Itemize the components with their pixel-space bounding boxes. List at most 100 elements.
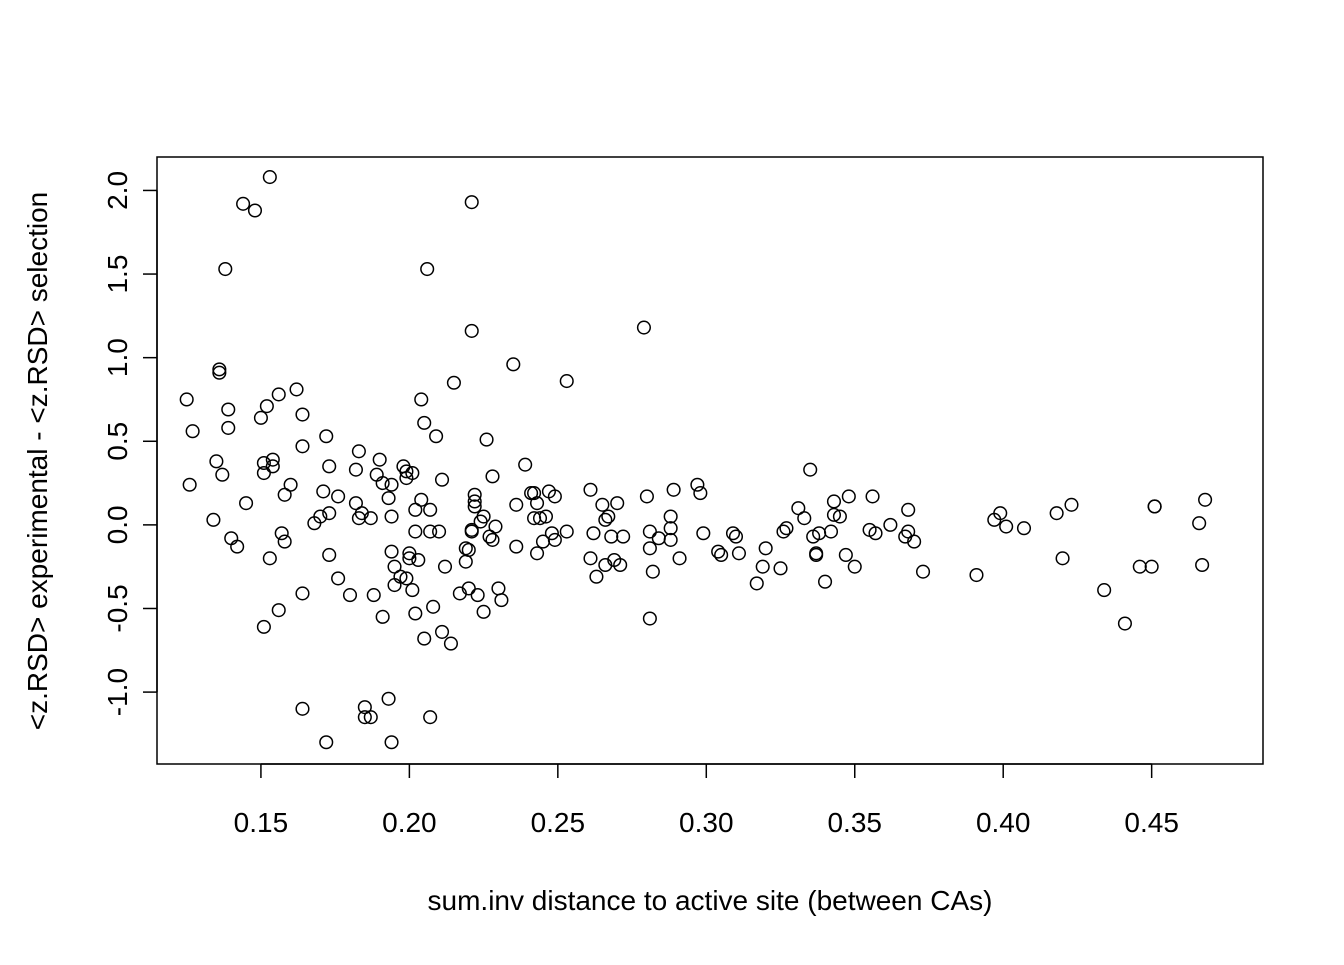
data-point [690, 477, 705, 492]
data-point [651, 531, 666, 546]
data-point [384, 477, 399, 492]
data-point [363, 710, 378, 725]
data-point [642, 541, 657, 556]
data-point [999, 519, 1014, 534]
data-point [1144, 559, 1159, 574]
data-point [485, 532, 500, 547]
data-point [1097, 583, 1112, 598]
data-point [610, 496, 625, 511]
data-point [259, 399, 274, 414]
data-point [185, 424, 200, 439]
data-points [179, 170, 1213, 750]
data-point [414, 492, 429, 507]
data-point [915, 564, 931, 579]
data-point [476, 604, 491, 619]
data-point [224, 531, 239, 546]
data-point [256, 465, 271, 481]
data-point [295, 407, 310, 422]
data-point [797, 511, 812, 526]
data-point [206, 512, 221, 527]
data-point [491, 581, 506, 596]
data-point [818, 574, 833, 589]
data-point [1195, 557, 1210, 573]
data-point [322, 506, 337, 521]
data-point [405, 583, 420, 598]
x-axis: 0.15 0.20 0.25 0.30 0.35 0.40 0.45 [234, 763, 1179, 838]
data-point [547, 532, 562, 547]
data-point [1117, 616, 1132, 631]
data-point [402, 551, 417, 566]
data-point [274, 526, 289, 541]
data-point [262, 551, 277, 566]
data-point [423, 502, 438, 517]
x-tick-label: 0.20 [382, 807, 437, 838]
data-point [384, 735, 399, 750]
data-point [253, 410, 268, 425]
data-point [758, 541, 773, 556]
data-point [506, 357, 521, 372]
data-point [731, 546, 746, 561]
data-point [826, 494, 842, 509]
data-point [583, 482, 598, 497]
data-point [642, 611, 657, 626]
data-point [384, 509, 399, 524]
data-point [809, 546, 824, 561]
data-point [616, 529, 631, 544]
data-point [215, 467, 230, 482]
data-point [331, 571, 346, 586]
data-point [755, 559, 770, 574]
data-point [381, 491, 396, 506]
data-point [663, 532, 678, 547]
y-tick-label: 2.0 [102, 171, 133, 210]
data-point [728, 529, 744, 544]
data-point [749, 576, 764, 591]
data-point [221, 420, 236, 435]
data-point [316, 484, 331, 499]
data-point [711, 544, 726, 559]
data-point [443, 636, 458, 651]
data-point [841, 489, 856, 504]
data-point [666, 482, 681, 497]
data-point [773, 561, 788, 576]
data-point [901, 502, 916, 517]
data-point [372, 452, 387, 467]
data-point [182, 477, 197, 492]
data-point [464, 195, 479, 210]
data-point [485, 469, 500, 484]
data-point [426, 599, 441, 614]
data-point [663, 521, 678, 536]
data-point [838, 547, 853, 563]
data-point [1049, 506, 1064, 521]
data-point [271, 387, 286, 402]
data-point [826, 507, 842, 522]
data-point [461, 581, 476, 596]
data-point [458, 541, 473, 556]
data-point [583, 551, 598, 566]
data-point [907, 534, 922, 549]
data-point [529, 496, 545, 511]
data-point [423, 524, 438, 539]
data-point [467, 494, 482, 509]
data-point [247, 203, 263, 218]
data-point [262, 170, 277, 185]
x-tick-label: 0.15 [234, 807, 289, 838]
data-point [1147, 499, 1162, 514]
data-point [461, 542, 476, 558]
data-point [847, 559, 862, 574]
data-point [488, 519, 503, 534]
data-point [969, 567, 984, 583]
data-point [313, 509, 328, 524]
x-tick-label: 0.30 [679, 807, 734, 838]
data-point [405, 465, 420, 481]
data-point [387, 578, 402, 593]
data-point [265, 459, 280, 474]
data-point [357, 710, 372, 725]
data-point [363, 511, 378, 526]
data-point [239, 496, 254, 511]
data-point [209, 454, 224, 469]
data-point [601, 509, 616, 524]
data-point [437, 559, 453, 574]
data-point [529, 546, 545, 561]
